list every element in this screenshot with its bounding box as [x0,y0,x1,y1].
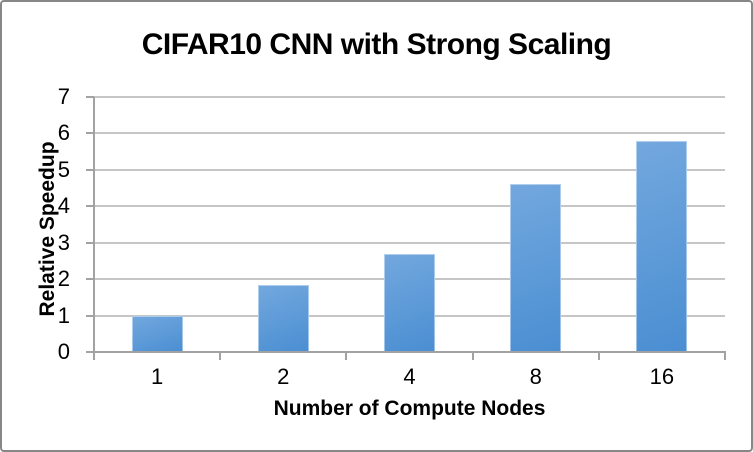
x-axis-tick [724,352,726,360]
x-axis-tick [597,352,600,360]
y-axis-tick [86,132,94,135]
y-tick-label: 3 [57,229,70,255]
gridline [94,168,725,171]
x-axis-tick [345,352,348,360]
y-axis-tick [86,351,94,353]
gridline [94,132,725,135]
bar-2-nodes [257,284,309,352]
x-axis-tick [471,352,474,360]
gridline [94,241,725,244]
y-axis-title: Relative Speedup [36,141,59,317]
bar-8-nodes [510,184,562,352]
y-axis-tick [86,205,94,208]
y-axis-tick [86,168,94,171]
x-axis-line [93,351,726,353]
y-tick-label: 5 [57,156,70,182]
y-tick-label: 1 [57,302,70,328]
y-axis-tick [86,314,94,317]
bar-16-nodes [636,140,688,352]
y-axis-line [93,97,95,359]
x-axis-title: Number of Compute Nodes [273,397,546,420]
x-axis-tick [219,352,222,360]
y-tick-label: 4 [57,193,70,219]
y-tick-label: 0 [57,339,70,364]
gridline [94,205,725,208]
x-tick-label: 4 [403,364,416,389]
y-tick-label: 2 [57,266,70,292]
plot-area [94,96,725,353]
chart-title: CIFAR10 CNN with Strong Scaling [141,28,612,61]
y-axis-tick [86,241,94,244]
bar-1-nodes [131,315,183,352]
y-axis-tick [86,96,94,98]
x-axis-tick [93,352,95,360]
y-tick-label: 6 [57,120,70,146]
x-tick-label: 1 [150,364,164,389]
x-tick-label: 16 [649,364,675,389]
y-tick-label: 7 [57,84,70,109]
y-axis-tick [86,278,94,281]
gridline [94,96,725,98]
bar-4-nodes [384,253,435,352]
x-tick-label: 2 [277,364,290,389]
x-tick-label: 8 [529,364,542,389]
